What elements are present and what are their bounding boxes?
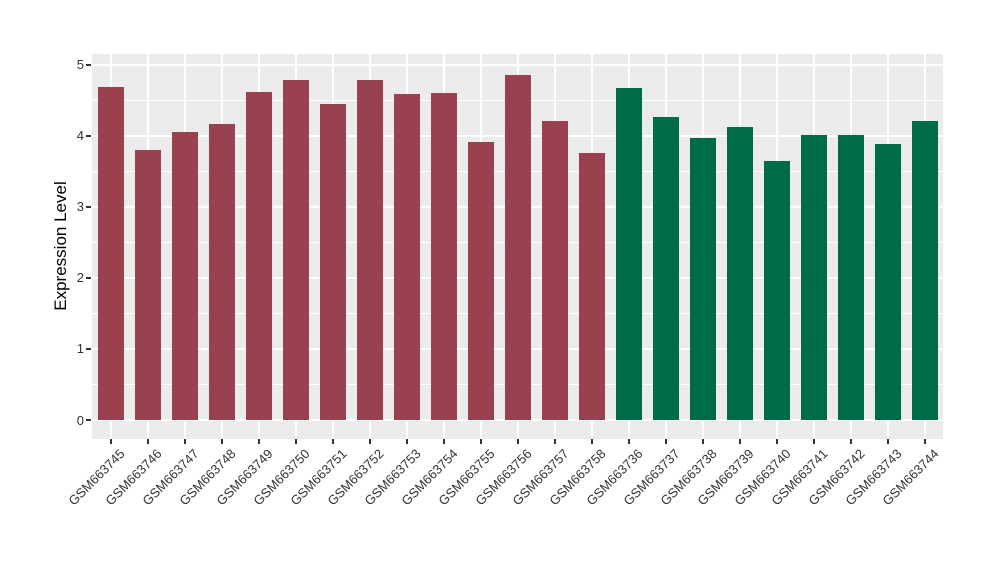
bar-GSM663755 [467,142,494,420]
y-tick-label: 5 [76,57,84,72]
gridline-major [92,63,943,66]
x-tick-mark [627,439,630,444]
bar-GSM663743 [874,144,901,420]
bar-GSM663736 [615,88,642,420]
x-tick-mark [479,439,482,444]
bar-GSM663753 [393,94,420,420]
bar-GSM663737 [652,117,679,420]
y-tick-label: 3 [76,199,84,215]
x-tick-mark [923,439,926,444]
y-tick-mark [86,276,91,279]
x-tick-mark [849,439,852,444]
y-tick-label: 2 [76,270,84,286]
x-tick-mark [331,439,334,444]
x-tick-mark [109,439,112,444]
bar-GSM663742 [837,134,864,420]
y-tick-mark [86,419,91,421]
y-tick-mark [86,347,91,350]
bar-GSM663751 [319,103,346,420]
bar-GSM663738 [689,138,716,420]
bar-GSM663752 [356,80,383,420]
bar-GSM663741 [800,134,827,420]
bar-GSM663756 [504,74,531,420]
bar-GSM663754 [430,92,457,420]
x-tick-mark [886,439,889,444]
y-tick-mark [86,205,91,208]
bar-GSM663749 [245,91,272,420]
bar-GSM663758 [578,152,605,420]
x-tick-mark [368,439,371,444]
bar-GSM663750 [282,80,309,420]
bar-GSM663744 [911,120,938,420]
bar-GSM663748 [208,123,235,420]
bar-GSM663739 [726,127,753,420]
x-tick-mark [257,439,260,444]
gridline-major [92,419,943,421]
x-tick-mark [664,439,667,444]
bar-GSM663757 [541,120,568,420]
y-tick-label: 0 [76,412,84,428]
bar-GSM663740 [763,160,790,420]
bar-GSM663746 [134,149,161,420]
y-tick-label: 4 [76,128,84,144]
x-tick-mark [146,439,149,444]
y-tick-mark [86,134,91,137]
x-tick-mark [701,439,704,444]
x-tick-mark [590,439,593,444]
x-tick-mark [294,439,297,444]
x-tick-mark [405,439,408,444]
plot-panel [92,54,943,439]
x-tick-mark [516,439,519,444]
bar-GSM663745 [97,87,124,420]
x-tick-mark [442,439,445,444]
x-tick-mark [738,439,741,444]
y-tick-label: 1 [76,341,84,357]
x-tick-mark [220,439,223,444]
x-tick-mark [553,439,556,444]
y-tick-mark [86,63,91,66]
x-tick-mark [183,439,186,444]
x-tick-mark [775,439,778,444]
x-tick-mark [812,439,815,444]
bar-GSM663747 [171,132,198,420]
